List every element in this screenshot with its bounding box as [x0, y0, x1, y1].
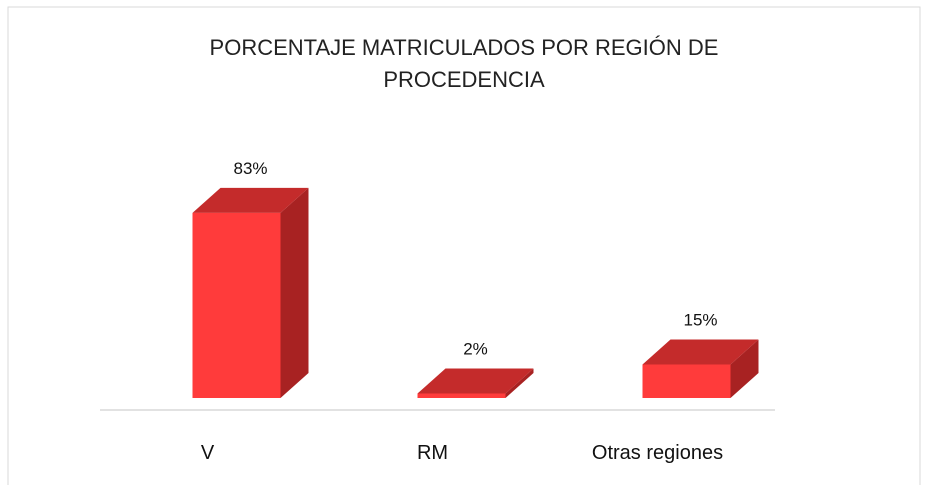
- bar: [192, 187, 309, 398]
- bar-top: [417, 368, 534, 394]
- bar: [642, 339, 759, 398]
- bar-front: [642, 364, 731, 398]
- x-tick-label: Otras regiones: [592, 442, 723, 464]
- data-label: 15%: [683, 311, 717, 330]
- x-tick-label: RM: [417, 442, 448, 464]
- bar-front: [417, 393, 506, 398]
- bar: [417, 368, 534, 398]
- x-tick-label: V: [201, 442, 215, 464]
- chart-title: PORCENTAJE MATRICULADOS POR REGIÓN DE PR…: [209, 35, 719, 92]
- bar-top: [642, 339, 759, 365]
- chart-border: [7, 6, 921, 485]
- bar-side: [505, 368, 534, 398]
- bar-side: [280, 187, 309, 398]
- bar-side: [730, 339, 759, 398]
- bar-top: [192, 187, 309, 213]
- data-label: 83%: [233, 159, 267, 178]
- data-label: 2%: [463, 340, 488, 359]
- bar-front: [192, 212, 281, 398]
